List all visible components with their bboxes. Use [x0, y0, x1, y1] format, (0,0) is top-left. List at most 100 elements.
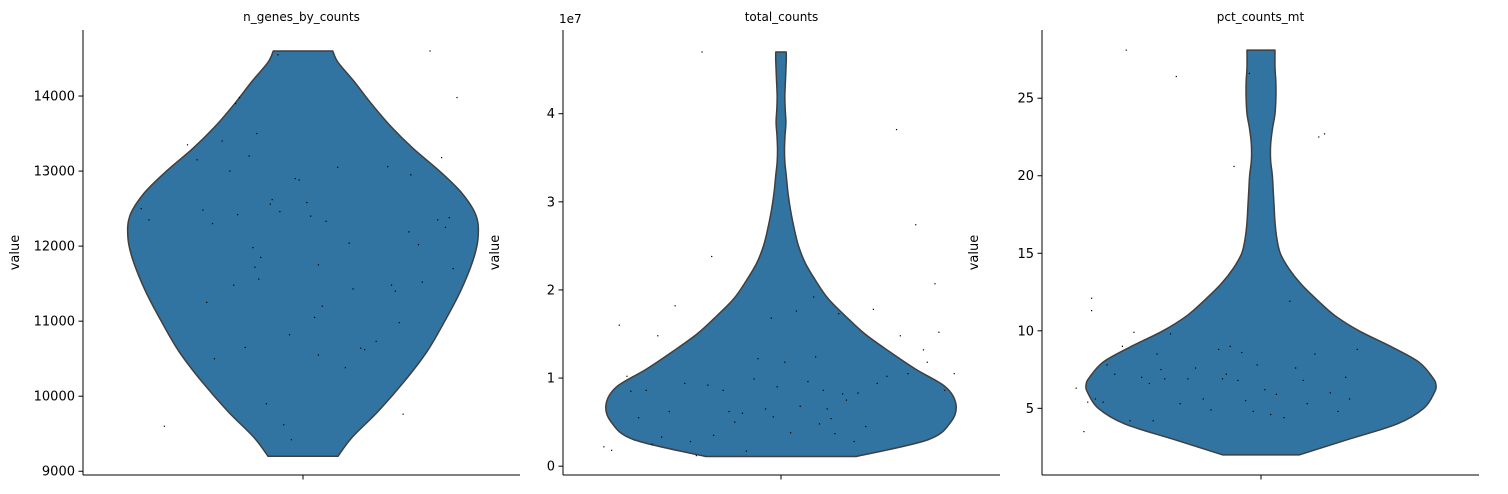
y-tick-label: 14000 [34, 90, 75, 105]
data-point [441, 156, 443, 159]
data-point [1210, 409, 1212, 411]
data-point [402, 413, 404, 415]
data-point [375, 340, 377, 343]
data-point [306, 202, 308, 204]
data-point [707, 384, 709, 386]
data-point [1156, 353, 1158, 355]
data-point [1289, 300, 1291, 302]
data-point [1221, 378, 1224, 380]
data-point [668, 410, 670, 413]
data-point [757, 358, 759, 360]
data-point [618, 324, 620, 326]
y-tick-label: 5 [1026, 402, 1034, 417]
data-point [799, 405, 801, 407]
data-point [907, 373, 909, 375]
data-point [1295, 367, 1297, 369]
data-point [776, 386, 778, 388]
data-point [140, 208, 142, 210]
data-point [830, 418, 832, 420]
data-point [1125, 49, 1127, 51]
data-point [1345, 376, 1347, 378]
data-point [826, 408, 828, 410]
panel-total-counts: total_counts value 1e7 0 1 2 3 4 [488, 10, 1000, 480]
data-point [822, 389, 824, 392]
data-point [1218, 348, 1220, 351]
y-tick-label: 1 [547, 372, 555, 387]
data-point [865, 425, 867, 428]
panel-n-genes-by-counts: n_genes_by_counts value 9000 10000 11000 12… [8, 10, 520, 480]
data-point [1306, 403, 1308, 405]
data-point [394, 290, 396, 292]
data-point [895, 128, 898, 131]
data-point [1075, 387, 1077, 389]
data-point [1091, 297, 1093, 299]
data-point [163, 425, 165, 427]
data-point [1141, 376, 1143, 378]
data-point [317, 264, 319, 266]
y-tick-label: 20 [1017, 169, 1034, 184]
data-point [1094, 398, 1097, 400]
y-tick-label: 15 [1017, 247, 1034, 262]
data-point [256, 132, 258, 135]
data-point [452, 268, 454, 270]
data-point [684, 382, 686, 384]
y-tick-label: 13000 [34, 165, 75, 180]
panel-title: total_counts [745, 10, 819, 24]
data-point [288, 334, 291, 336]
data-point [695, 455, 697, 457]
y-tick-label: 10 [1017, 324, 1034, 339]
data-point [1283, 417, 1285, 419]
data-point [1275, 393, 1277, 395]
data-point [772, 416, 774, 418]
data-point [734, 421, 736, 423]
data-point [661, 436, 663, 438]
data-point [934, 283, 936, 285]
plot-area: 9000 10000 11000 12000 13000 14000 [34, 30, 520, 480]
data-point [260, 256, 262, 258]
data-point [1229, 345, 1231, 347]
data-point [1356, 348, 1358, 351]
data-point [337, 166, 339, 168]
data-point [1102, 401, 1104, 403]
data-point [352, 288, 354, 290]
data-point [1237, 379, 1239, 382]
data-point [953, 373, 955, 375]
data-point [364, 349, 366, 351]
violin-body [126, 50, 480, 457]
data-point [437, 219, 439, 221]
data-point [298, 179, 300, 181]
data-point [807, 380, 809, 383]
data-point [290, 439, 293, 441]
data-point [410, 174, 412, 176]
y-axis-label: value [488, 235, 503, 271]
panel-title: pct_counts_mt [1217, 10, 1305, 24]
data-point [1164, 378, 1166, 380]
data-point [872, 308, 874, 310]
data-point [1121, 345, 1123, 347]
y-axis-scale-label: 1e7 [559, 12, 582, 26]
data-point [398, 322, 400, 324]
plot-area: 0 1 2 3 4 [547, 30, 1000, 480]
data-point [325, 220, 327, 222]
data-point [630, 390, 632, 392]
data-point [770, 317, 772, 319]
data-point [1323, 133, 1326, 135]
data-point [317, 354, 319, 356]
data-point [1329, 392, 1331, 394]
y-tick-label: 3 [547, 195, 555, 210]
data-point [236, 214, 239, 216]
data-point [1148, 382, 1150, 385]
data-point [1091, 310, 1093, 312]
data-point [818, 423, 821, 425]
data-point [645, 389, 647, 392]
data-point [834, 432, 836, 435]
data-point [845, 399, 848, 401]
y-tick-label: 0 [547, 460, 555, 475]
data-point [626, 375, 628, 377]
data-point [876, 382, 878, 384]
data-point [211, 223, 214, 225]
data-point [221, 140, 223, 142]
data-point [1179, 403, 1181, 405]
data-point [1233, 165, 1235, 168]
